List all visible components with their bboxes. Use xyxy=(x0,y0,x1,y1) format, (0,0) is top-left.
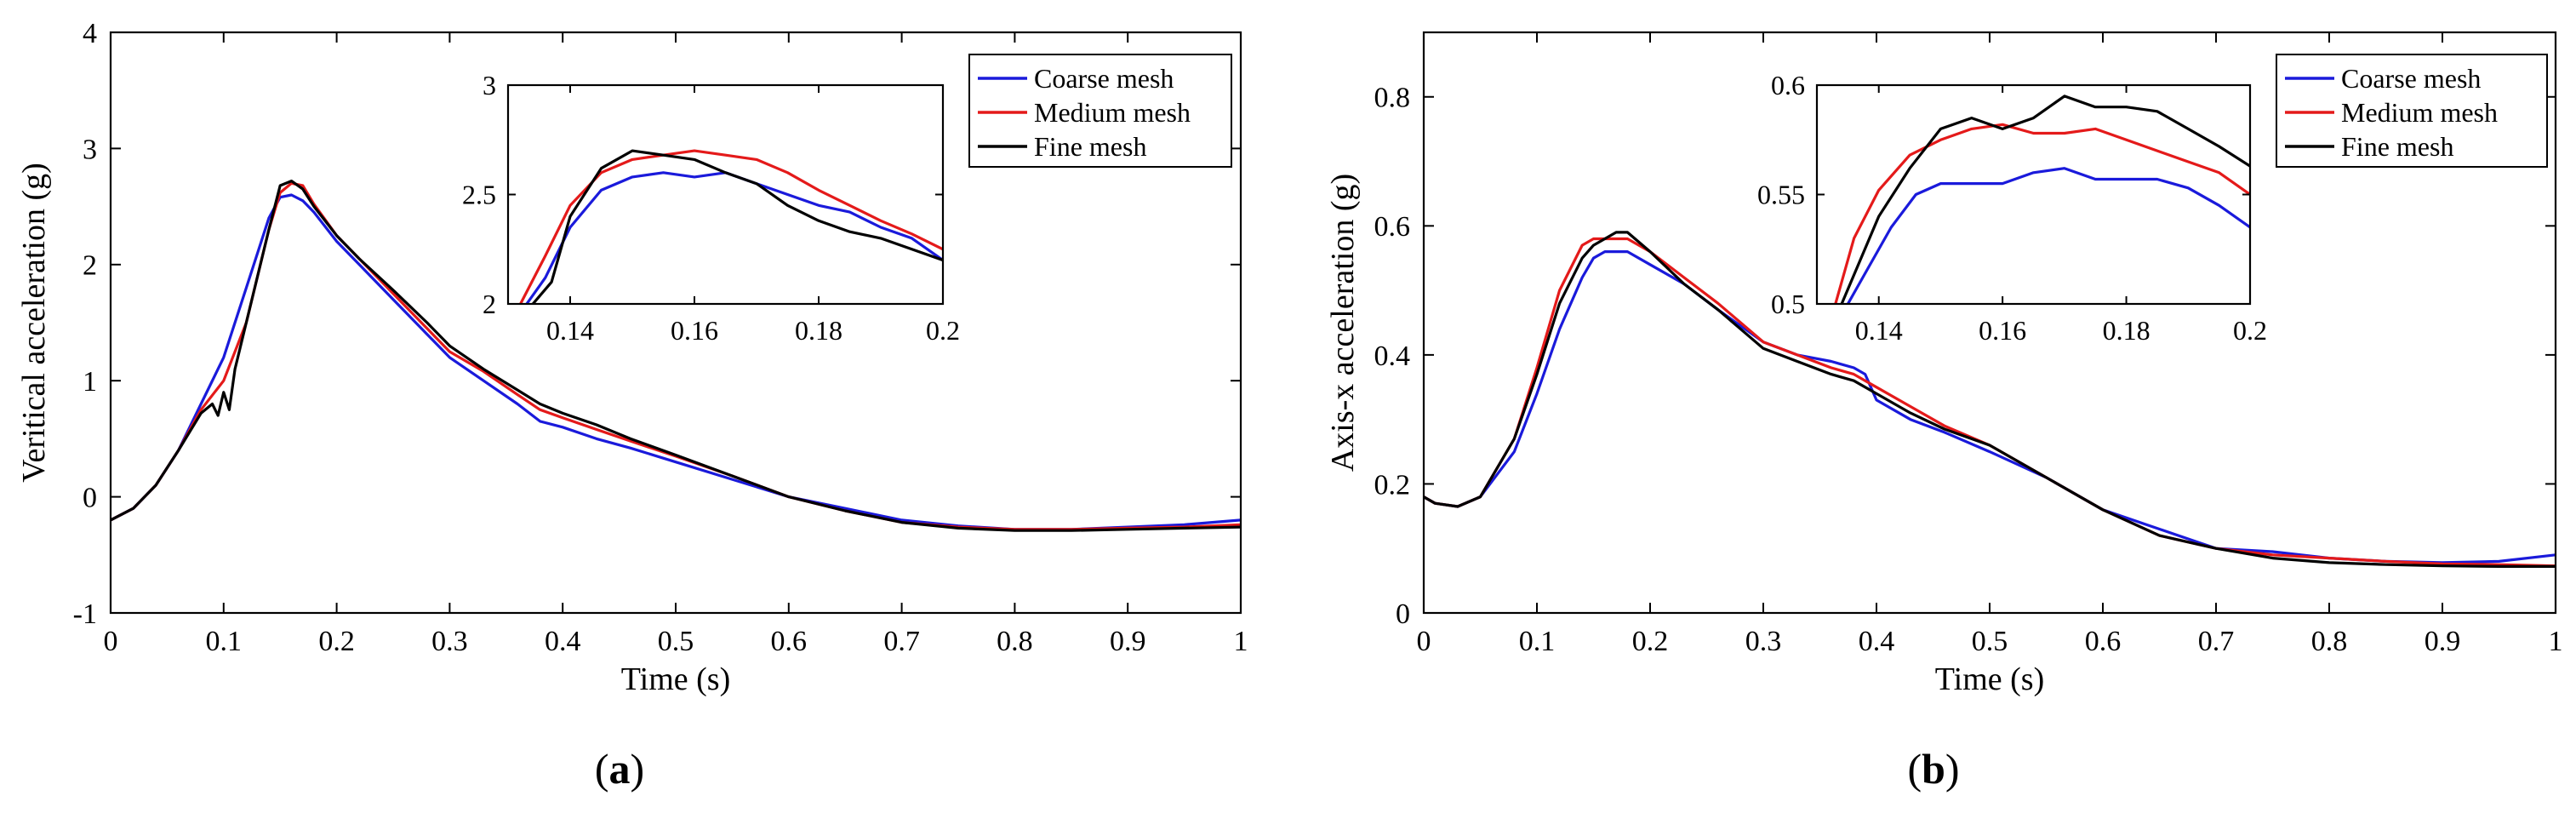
main-y-tick-label: 0.2 xyxy=(1374,469,1411,501)
inset-series-medium-mesh xyxy=(1834,123,2250,304)
legend-label-coarse-mesh: Coarse mesh xyxy=(2341,63,2481,94)
main-y-tick-label: 3 xyxy=(83,134,97,165)
main-x-tick-label: 0.4 xyxy=(545,626,581,657)
chart-panel-a: 0 0.1 0.2 0.3 0.4 0.5 0.6 0.7 0.8 0.9 1-101234Time… xyxy=(16,18,1248,793)
chart-panel-b: 0 0.1 0.2 0.3 0.4 0.5 0.6 0.7 0.8 0.9 100.20.40.60… xyxy=(1325,31,2563,793)
main-x-tick-label: 0.8 xyxy=(2311,626,2348,657)
main-y-tick-label: 0 xyxy=(1396,598,1410,630)
panel-label: (a) xyxy=(595,745,644,793)
panel-label-letter: a xyxy=(609,745,631,793)
inset-y-tick-label: 3 xyxy=(483,70,496,100)
main-x-tick-label: 0 xyxy=(1417,626,1431,657)
main-y-tick-label: 0.6 xyxy=(1374,211,1411,243)
main-x-tick-label: 0.7 xyxy=(883,626,920,657)
panel-label-letter: b xyxy=(1922,745,1945,793)
main-x-tick-label: 0.2 xyxy=(1632,626,1669,657)
inset-x-tick-label: 0.16 xyxy=(1979,315,2026,346)
main-series-group xyxy=(111,180,1241,532)
inset-x-tick-label: 0.14 xyxy=(1855,315,1903,346)
legend-label-coarse-mesh: Coarse mesh xyxy=(1034,63,1174,94)
main-x-tick-label: 0.5 xyxy=(1972,626,2008,657)
inset-x-tick-label: 0.2 xyxy=(926,315,960,346)
main-y-tick-label: 4 xyxy=(83,18,97,49)
inset-series-coarse-mesh xyxy=(1846,167,2250,304)
legend-label-medium-mesh: Medium mesh xyxy=(2341,97,2498,128)
main-x-tick-label: 1 xyxy=(2549,626,2563,657)
main-x-tick-label: 0.6 xyxy=(771,626,808,657)
legend-box xyxy=(2276,54,2548,168)
inset-y-tick-label: 2.5 xyxy=(462,180,496,210)
main-series-fine-mesh xyxy=(111,180,1241,532)
main-x-tick-label: 0.9 xyxy=(2425,626,2461,657)
main-x-tick-label: 0.2 xyxy=(318,626,355,657)
inset-background xyxy=(508,85,943,304)
main-x-tick-label: 0.7 xyxy=(2198,626,2235,657)
legend-label-medium-mesh: Medium mesh xyxy=(1034,97,1191,128)
main-x-tick-label: 0.5 xyxy=(658,626,694,657)
legend-label-fine-mesh: Fine mesh xyxy=(2341,131,2453,162)
main-x-tick-label: 0.8 xyxy=(997,626,1033,657)
panel-label-close: ) xyxy=(1945,745,1960,793)
inset-y-tick-label: 2 xyxy=(483,289,496,319)
inset-x-tick-label: 0.16 xyxy=(671,315,718,346)
y-axis-label: Axis-x acceleration (g) xyxy=(1325,174,1361,472)
inset-series-medium-mesh xyxy=(518,149,943,304)
panel-label-open: ( xyxy=(1907,745,1922,793)
main-x-tick-label: 0.3 xyxy=(1745,626,1782,657)
main-series-coarse-mesh xyxy=(111,193,1241,531)
main-x-tick-label: 0.4 xyxy=(1859,626,1895,657)
main-series-medium-mesh xyxy=(1424,237,2556,568)
inset-x-tick-label: 0.2 xyxy=(2233,315,2267,346)
main-series-fine-mesh xyxy=(1424,231,2556,569)
main-x-tick-label: 0.3 xyxy=(431,626,468,657)
x-axis-label: Time (s) xyxy=(621,661,730,697)
panel-label-close: ) xyxy=(631,745,645,793)
inset-series-fine-mesh xyxy=(1840,94,2250,304)
main-y-tick-label: 0 xyxy=(83,483,97,514)
main-y-tick-label: -1 xyxy=(73,598,97,630)
inset-plot: 0.14 0.16 0.18 0.2 2 2.5 3 xyxy=(462,70,960,346)
main-x-tick-label: 0.9 xyxy=(1110,626,1146,657)
main-series-group xyxy=(1424,231,2556,569)
main-x-tick-label: 0.1 xyxy=(206,626,243,657)
main-series-coarse-mesh xyxy=(1424,250,2556,564)
main-y-tick-label: 0.8 xyxy=(1374,83,1411,114)
panel-label: (b) xyxy=(1907,745,1959,793)
legend-box xyxy=(968,54,1232,168)
inset-x-tick-label: 0.14 xyxy=(546,315,594,346)
inset-x-tick-label: 0.18 xyxy=(2103,315,2150,346)
legend-label-fine-mesh: Fine mesh xyxy=(1034,131,1146,162)
inset-series-group xyxy=(1834,94,2250,304)
inset-x-tick-label: 0.18 xyxy=(795,315,842,346)
inset-y-tick-label: 0.55 xyxy=(1757,180,1805,210)
inset-y-tick-label: 0.6 xyxy=(1771,70,1805,100)
panel-label-open: ( xyxy=(595,745,609,793)
inset-series-group xyxy=(518,149,943,304)
main-y-tick-label: 0.4 xyxy=(1374,341,1411,372)
main-x-tick-label: 1 xyxy=(1234,626,1248,657)
inset-plot: 0.14 0.16 0.18 0.2 0.5 0.55 0.6 xyxy=(1757,70,2267,346)
main-x-tick-label: 0 xyxy=(104,626,118,657)
main-x-tick-label: 0.6 xyxy=(2085,626,2122,657)
main-y-tick-label: 2 xyxy=(83,250,97,282)
y-axis-label: Veritical acceleration (g) xyxy=(16,163,52,483)
inset-y-tick-label: 0.5 xyxy=(1771,289,1805,319)
main-x-tick-label: 0.1 xyxy=(1519,626,1556,657)
inset-series-fine-mesh xyxy=(531,149,943,304)
main-y-tick-label: 1 xyxy=(83,366,97,398)
x-axis-label: Time (s) xyxy=(1935,661,2044,697)
